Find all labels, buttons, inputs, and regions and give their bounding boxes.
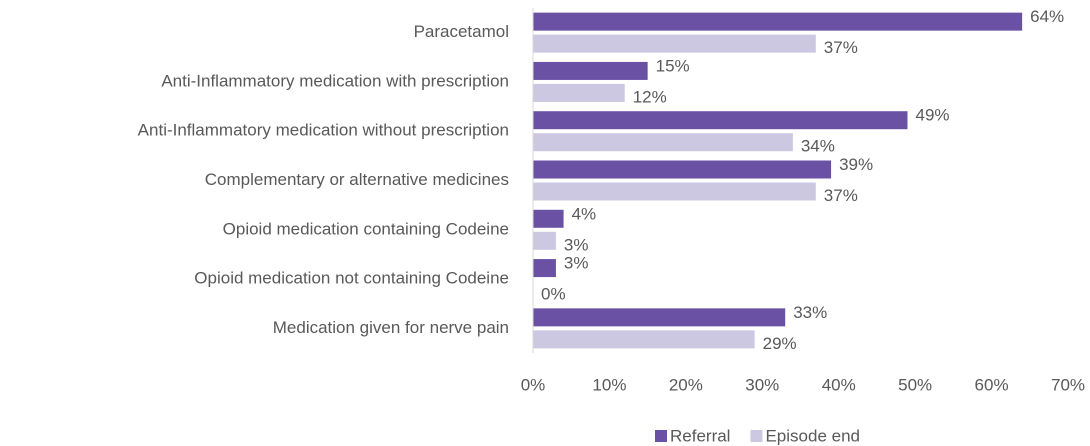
bar [533,61,648,80]
category-label: Medication given for nerve pain [273,318,509,337]
value-label: 34% [801,137,835,156]
category-label: Anti-Inflammatory medication with prescr… [161,71,509,90]
value-label: 64% [1030,7,1064,26]
category-label: Paracetamol [414,22,509,41]
bar [533,231,556,250]
category-label: Complementary or alternative medicines [205,170,509,189]
value-label: 4% [572,204,597,223]
bar [533,160,832,179]
bar [533,83,625,102]
value-label: 37% [824,186,858,205]
bar [533,34,816,53]
legend-swatch [655,430,667,442]
x-tick-label: 60% [975,375,1009,394]
x-tick-label: 40% [822,375,856,394]
value-label: 12% [633,87,667,106]
value-label: 15% [656,56,690,75]
value-label: 3% [564,235,589,254]
bar [533,111,908,130]
x-tick-label: 20% [669,375,703,394]
bar [533,330,755,349]
bar [533,133,793,152]
x-tick-label: 50% [898,375,932,394]
x-tick-label: 70% [1051,375,1085,394]
bar [533,209,564,228]
value-label: 3% [564,254,589,273]
bar [533,259,556,278]
category-label: Anti-Inflammatory medication without pre… [138,121,509,140]
value-label: 39% [839,155,873,174]
legend-label: Referral [670,426,730,445]
value-label: 33% [793,303,827,322]
bar [533,308,786,327]
legend-swatch [750,430,763,442]
value-label: 0% [541,285,566,304]
category-label: Opioid medication not containing Codeine [194,269,509,288]
bar [533,12,1023,31]
bar [533,182,816,201]
value-label: 29% [763,334,797,353]
value-label: 37% [824,38,858,57]
x-tick-label: 30% [745,375,779,394]
x-tick-label: 10% [592,375,626,394]
category-label: Opioid medication containing Codeine [223,219,509,238]
x-tick-label: 0% [521,375,546,394]
value-label: 49% [916,106,950,125]
legend-label: Episode end [765,426,860,445]
